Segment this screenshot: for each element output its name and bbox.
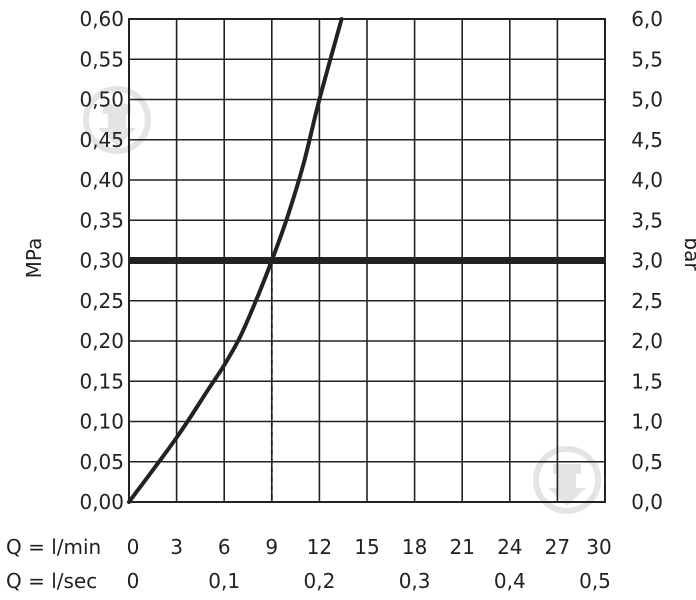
y-tick-label-right: 0,5: [631, 450, 663, 474]
x-tick-label-lmin: 12: [307, 535, 332, 559]
y-tick-label-left: 0,50: [79, 88, 124, 112]
y-axis-left-label: MPa: [22, 238, 46, 279]
y-tick-label-right: 1,5: [631, 369, 663, 393]
y-tick-label-right: 6,0: [631, 7, 663, 31]
x-tick-label-lsec: 0,1: [208, 569, 240, 593]
y-axis-left-ticks: 0,00 0,05 0,10 0,15 0,20 0,25 0,30 0,35 0,40 0,45…: [79, 7, 124, 514]
x-axis-lmin-ticks: 0 3 6 9 12 15 18 21 24 27 30: [127, 535, 612, 559]
y-tick-label-right: 2,5: [631, 289, 663, 313]
x-tick-label-lsec: 0,2: [303, 569, 335, 593]
y-tick-label-left: 0,40: [79, 168, 124, 192]
series-line: [127, 17, 344, 504]
y-tick-label-right: 2,0: [631, 329, 663, 353]
y-tick-label-right: 3,0: [631, 249, 663, 273]
y-tick-label-left: 0,35: [79, 208, 124, 232]
y-tick-label-right: 3,5: [631, 208, 663, 232]
x-tick-label-lmin: 27: [545, 535, 570, 559]
x-axis-lsec-ticks: 0 0,1 0,2 0,3 0,4 0,5: [127, 569, 611, 593]
y-tick-label-left: 0,60: [79, 7, 124, 31]
y-axis-right-label: bar: [680, 237, 696, 271]
x-tick-label-lmin: 30: [586, 535, 611, 559]
x-tick-label-lmin: 24: [497, 535, 522, 559]
y-tick-label-left: 0,45: [79, 128, 124, 152]
x-tick-label-lsec: 0,3: [399, 569, 431, 593]
y-tick-label-left: 0,20: [79, 329, 124, 353]
y-tick-label-right: 4,5: [631, 128, 663, 152]
x-tick-label-lsec: 0: [127, 569, 140, 593]
x-tick-label-lsec: 0,5: [579, 569, 611, 593]
x-tick-label-lmin: 6: [218, 535, 231, 559]
x-tick-label-lmin: 0: [127, 535, 140, 559]
y-tick-label-left: 0,55: [79, 47, 124, 71]
x-axis-lsec-label: Q = l/sec: [6, 569, 97, 593]
x-axis-lmin-label: Q = l/min: [6, 535, 101, 559]
y-tick-label-left: 0,00: [79, 490, 124, 514]
x-tick-label-lmin: 21: [449, 535, 474, 559]
y-tick-label-left: 0,25: [79, 289, 124, 313]
y-tick-label-left: 0,10: [79, 410, 124, 434]
y-tick-label-left: 0,30: [79, 249, 124, 273]
y-tick-label-right: 5,5: [631, 47, 663, 71]
watermark-shower-icon-top: [83, 86, 151, 154]
x-tick-label-lmin: 15: [354, 535, 379, 559]
x-tick-label-lmin: 3: [170, 535, 183, 559]
x-tick-label-lmin: 9: [265, 535, 278, 559]
y-tick-label-right: 0,0: [631, 490, 663, 514]
y-tick-label-right: 1,0: [631, 410, 663, 434]
y-tick-label-right: 5,0: [631, 88, 663, 112]
y-tick-label-right: 4,0: [631, 168, 663, 192]
y-tick-label-left: 0,05: [79, 450, 124, 474]
x-tick-label-lmin: 18: [402, 535, 427, 559]
x-tick-label-lsec: 0,4: [494, 569, 526, 593]
y-tick-label-left: 0,15: [79, 369, 124, 393]
y-axis-right-ticks: 0,0 0,5 1,0 1,5 2,0 2,5 3,0 3,5 4,0 4,5 5,0 5,5 6,0: [631, 7, 663, 514]
